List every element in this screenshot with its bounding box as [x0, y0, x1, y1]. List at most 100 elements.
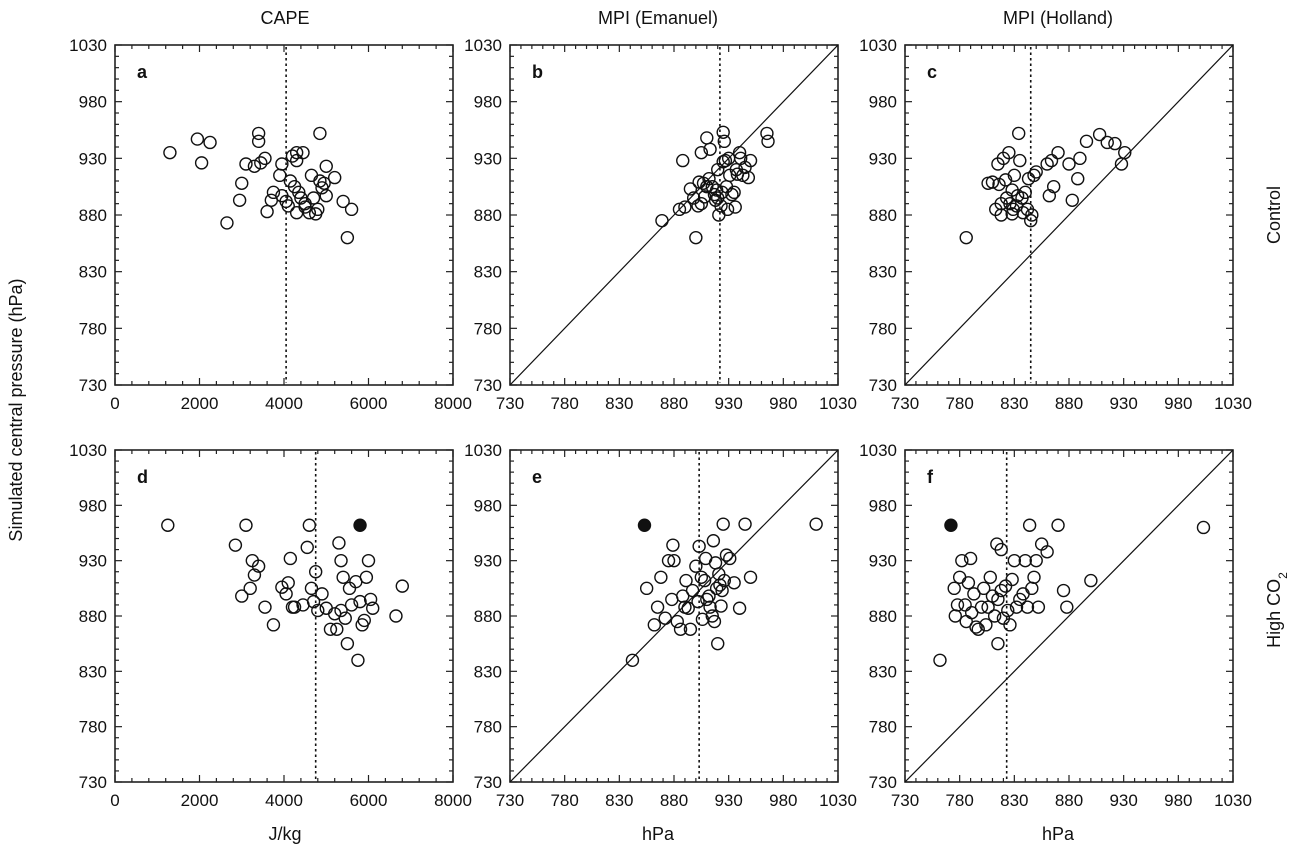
data-point — [716, 517, 730, 531]
data-point — [655, 213, 669, 228]
data-point — [1051, 518, 1065, 532]
data-point — [194, 156, 209, 170]
points-group — [163, 126, 359, 245]
data-point — [287, 600, 302, 614]
data-point — [708, 556, 723, 570]
data-point — [1025, 208, 1039, 222]
data-point — [311, 603, 325, 618]
data-point — [694, 145, 709, 160]
data-point — [639, 581, 654, 596]
data-point — [992, 177, 1006, 192]
data-point — [289, 206, 304, 220]
data-point — [1001, 603, 1015, 618]
data-point — [700, 131, 714, 145]
data-point — [665, 592, 679, 607]
y-tick-label: 730 — [869, 773, 897, 792]
x-axis-label-mpi-emanuel: hPa — [642, 824, 675, 844]
data-point — [1018, 553, 1032, 568]
data-point — [994, 542, 1008, 557]
data-point — [670, 614, 684, 629]
y-tick-label: 1030 — [859, 36, 897, 55]
row-label-control: Control — [1264, 186, 1284, 244]
data-point — [254, 156, 268, 170]
y-tick-label: 1030 — [69, 36, 107, 55]
data-point — [247, 159, 262, 173]
x-tick-label: 980 — [769, 791, 797, 810]
y-tick-label: 930 — [474, 149, 502, 168]
x-tick-label: 880 — [660, 791, 688, 810]
data-point-filled — [637, 518, 652, 532]
data-point — [1005, 572, 1019, 587]
data-point — [991, 592, 1005, 607]
data-point — [705, 179, 719, 194]
data-point — [985, 175, 1000, 189]
data-point — [315, 587, 329, 601]
points-group — [933, 518, 1211, 667]
panel-letter: f — [927, 467, 934, 487]
x-tick-label: 780 — [945, 791, 973, 810]
data-point — [717, 134, 731, 149]
data-point — [251, 134, 266, 149]
data-point — [743, 153, 758, 168]
x-tick-label: 980 — [1164, 791, 1192, 810]
data-point — [692, 539, 706, 553]
x-tick-label: 4000 — [265, 791, 303, 810]
data-point — [344, 202, 359, 217]
data-point — [251, 126, 266, 141]
y-tick-label: 730 — [474, 773, 502, 792]
data-point — [239, 518, 253, 532]
one-to-one-line — [905, 450, 1233, 782]
y-tick-label: 980 — [869, 496, 897, 515]
data-point — [319, 189, 333, 203]
data-point — [967, 587, 981, 601]
data-point — [717, 573, 731, 588]
data-point — [220, 216, 234, 230]
data-point-filled — [353, 518, 367, 532]
data-point — [161, 518, 175, 532]
data-point — [711, 636, 725, 651]
data-point — [317, 176, 331, 190]
data-point — [366, 601, 380, 615]
data-point — [1051, 145, 1065, 160]
data-point — [266, 618, 281, 632]
data-point — [1062, 157, 1076, 171]
data-point — [190, 132, 205, 146]
y-tick-label: 980 — [79, 93, 107, 112]
data-point — [1046, 179, 1061, 194]
y-tick-label: 830 — [474, 662, 502, 681]
data-point — [727, 185, 741, 200]
x-tick-label: 0 — [110, 791, 119, 810]
data-point — [1092, 127, 1107, 142]
panel-letter: a — [137, 62, 148, 82]
data-point — [203, 135, 217, 150]
data-point — [336, 194, 350, 209]
data-point — [357, 613, 371, 628]
x-tick-label: 0 — [110, 394, 119, 413]
data-point — [947, 581, 961, 596]
x-tick-label: 1030 — [1214, 394, 1252, 413]
y-tick-label: 780 — [474, 718, 502, 737]
data-point — [971, 622, 985, 636]
data-point — [353, 594, 367, 609]
data-point — [1027, 168, 1041, 183]
data-point — [761, 134, 775, 149]
y-tick-label: 880 — [79, 607, 107, 626]
column-title-mpi-holland: MPI (Holland) — [1003, 8, 1113, 28]
data-point — [969, 620, 983, 634]
y-tick-label: 880 — [474, 206, 502, 225]
data-point — [228, 538, 243, 552]
panel-letter: e — [532, 467, 542, 487]
data-point — [351, 653, 365, 667]
panel-c: 730 780 830 880 930 980 1030 730 780 830 880 930 980… — [859, 36, 1252, 413]
x-tick-label: 1030 — [1214, 791, 1252, 810]
data-point — [300, 540, 314, 555]
data-point — [647, 618, 662, 632]
y-tick-label: 930 — [79, 149, 107, 168]
data-point — [994, 196, 1008, 211]
x-tick-label: 2000 — [181, 394, 219, 413]
x-tick-label: 830 — [605, 394, 633, 413]
data-point — [279, 587, 293, 601]
y-tick-label: 930 — [79, 552, 107, 571]
data-point — [319, 159, 333, 173]
data-point — [719, 548, 734, 562]
